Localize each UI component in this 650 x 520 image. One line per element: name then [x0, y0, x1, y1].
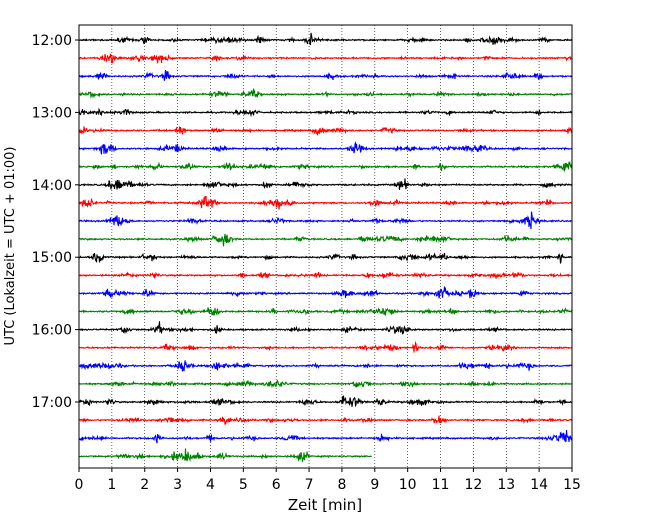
y-tick-label: 17:00	[32, 395, 72, 411]
y-axis: 12:00 13:00 14:00 15:00 16:00 17:00	[32, 33, 79, 411]
seismogram-trace	[78, 379, 573, 389]
seismogram-trace	[78, 395, 573, 408]
plot-frame	[78, 24, 573, 469]
seismogram-trace	[78, 271, 573, 280]
x-axis: 0 1 2 3 4 5 6 7 8 9 10 11 12 13 14 15	[75, 468, 581, 493]
seismogram-trace	[78, 430, 573, 444]
seismogram-trace	[78, 307, 573, 317]
seismogram-trace	[78, 178, 573, 190]
x-axis-label: Zeit [min]	[288, 496, 362, 514]
seismogram-trace	[78, 286, 573, 299]
y-tick-label: 16:00	[32, 323, 72, 339]
seismogram-trace	[78, 360, 573, 372]
y-tick-label: 15:00	[32, 250, 72, 266]
x-tick-label: 12	[464, 477, 482, 493]
seismogram-trace	[78, 233, 573, 247]
seismogram-trace	[78, 415, 573, 425]
seismogram-trace	[78, 140, 573, 155]
seismogram-trace	[78, 32, 573, 46]
seismogram-trace	[78, 321, 573, 335]
seismogram-trace	[78, 125, 573, 136]
x-tick-label: 0	[75, 477, 84, 493]
seismogram-trace	[78, 69, 573, 81]
seismogram-trace	[78, 448, 372, 462]
x-tick-label: 2	[140, 477, 149, 493]
x-tick-label: 8	[337, 477, 346, 493]
seismogram-trace	[79, 53, 573, 64]
seismogram-trace	[78, 211, 573, 230]
x-tick-label: 10	[399, 477, 417, 493]
x-tick-label: 1	[107, 477, 116, 493]
grid-lines	[111, 25, 540, 468]
y-tick-label: 12:00	[32, 33, 72, 49]
x-tick-label: 7	[305, 477, 314, 493]
x-tick-label: 6	[272, 477, 281, 493]
y-tick-label: 13:00	[32, 105, 72, 121]
seismogram-trace	[78, 161, 573, 173]
x-tick-label: 11	[432, 477, 450, 493]
x-tick-label: 15	[563, 477, 581, 493]
x-tick-label: 9	[370, 477, 379, 493]
y-tick-label: 14:00	[32, 178, 72, 194]
seismogram-trace	[78, 341, 573, 353]
x-tick-label: 13	[497, 477, 515, 493]
traces	[78, 32, 573, 462]
seismogram-trace	[78, 252, 573, 264]
seismogram-trace	[78, 88, 573, 99]
x-tick-label: 5	[239, 477, 248, 493]
seismogram-trace	[78, 195, 573, 210]
x-tick-label: 4	[206, 477, 215, 493]
y-axis-label: UTC (Lokalzeit = UTC + 01:00)	[3, 147, 18, 346]
x-tick-label: 14	[530, 477, 548, 493]
x-tick-label: 3	[173, 477, 182, 493]
seismogram-trace	[78, 107, 573, 118]
